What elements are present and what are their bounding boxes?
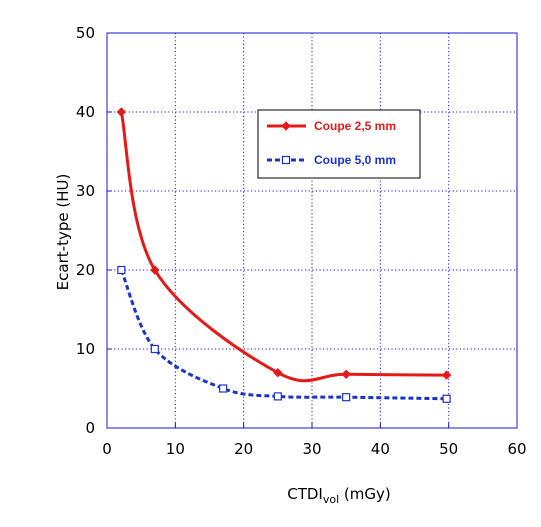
data-point [116,107,127,117]
series [116,107,452,383]
legend-label: Coupe 2,5 mm [314,119,396,133]
x-axis: 0 10 20 30 40 50 60 [102,423,527,458]
x-tick-label: 60 [507,440,526,458]
data-point [342,393,351,402]
x-axis-title: CTDIvol (mGy) [287,485,391,506]
y-axis-title: Ecart-type (HU) [54,174,72,291]
data-point [219,384,228,393]
data-point [273,367,283,378]
data-point [341,369,351,379]
data-point [117,265,126,275]
y-tick-label: 0 [85,419,95,437]
x-tick-label: 0 [102,440,112,458]
series-line [119,269,447,401]
data-point [273,392,282,401]
legend-box [257,109,421,179]
legend: Coupe 2,5 mm Coupe 5,0 mm [257,109,421,179]
y-tick-label: 40 [76,103,95,121]
x-tick-label: 50 [439,440,458,458]
legend-item: Coupe 2,5 mm [267,119,396,133]
grid [107,33,517,428]
y-tick-label: 30 [76,182,95,200]
data-point [150,344,159,354]
x-tick-label: 40 [371,440,390,458]
x-tick-label: 30 [302,440,321,458]
x-tick-label: 20 [234,440,253,458]
data-point [281,121,291,131]
legend-label: Coupe 5,0 mm [314,153,396,167]
series [117,265,451,403]
y-tick-label: 20 [76,261,95,279]
data-point [281,155,291,165]
data-point [442,394,451,403]
series-layer [116,107,452,403]
data-point [150,265,160,275]
x-tick-label: 10 [166,440,185,458]
series-line [119,111,447,383]
legend-item: Coupe 5,0 mm [267,153,396,167]
y-tick-label: 10 [76,340,95,358]
data-point [441,370,452,380]
y-tick-label: 50 [76,24,95,42]
y-axis: 0 10 20 30 40 50 [76,24,112,437]
